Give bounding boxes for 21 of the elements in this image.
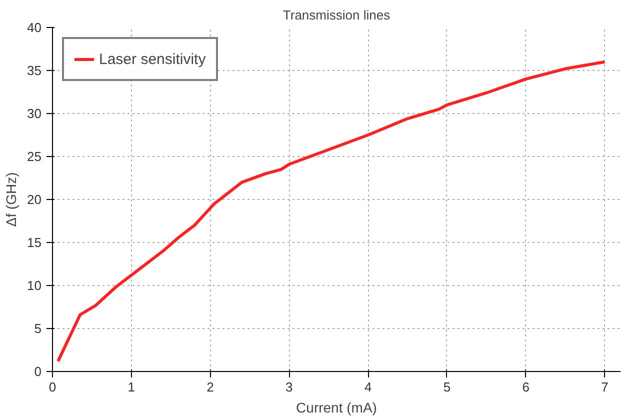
y-tick-label: 30	[27, 106, 42, 121]
y-tick-label: 0	[34, 364, 42, 379]
x-tick-label: 3	[286, 380, 293, 394]
y-tick-label: 25	[27, 149, 42, 164]
chart-title: Transmission lines	[282, 8, 391, 22]
y-tick-label: 35	[27, 63, 42, 78]
legend-label: Laser sensitivity	[99, 50, 206, 68]
y-tick-label: 10	[27, 278, 42, 293]
x-tick-label: 1	[128, 380, 136, 394]
y-axis-title: Δf (GHz)	[3, 172, 20, 227]
x-tick-label: 4	[364, 380, 372, 394]
x-tick-label: 2	[206, 380, 214, 394]
y-tick-label: 40	[27, 20, 42, 35]
y-tick-label: 5	[34, 321, 42, 336]
y-tick-label: 15	[27, 235, 42, 250]
x-axis-title: Current (mA)	[296, 400, 377, 416]
x-tick-label: 6	[522, 380, 530, 394]
x-tick-label: 7	[601, 380, 608, 394]
x-tick-label: 0	[48, 380, 56, 394]
x-tick-label: 5	[443, 380, 451, 394]
y-tick-label: 20	[27, 192, 42, 207]
